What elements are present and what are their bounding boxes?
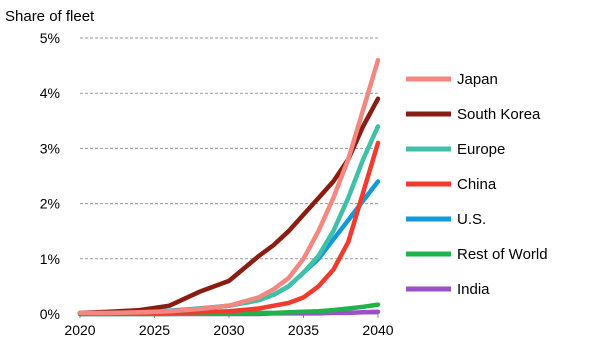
x-tick-label: 2020 xyxy=(64,322,95,338)
y-tick-label: 2% xyxy=(40,196,60,212)
chart-title: Share of fleet xyxy=(5,8,95,25)
legend-label-china: China xyxy=(457,176,497,193)
y-tick-label: 3% xyxy=(40,140,60,156)
legend-label-europe: Europe xyxy=(457,141,505,158)
y-tick-label: 1% xyxy=(40,251,60,267)
x-tick-label: 2040 xyxy=(362,322,393,338)
legend-label-japan: Japan xyxy=(457,71,498,88)
grid xyxy=(80,37,378,260)
y-tick-label: 4% xyxy=(40,85,60,101)
series-line-south-korea xyxy=(77,96,381,316)
series-line-europe xyxy=(77,124,381,316)
y-tick-label: 0% xyxy=(40,306,60,322)
legend-label-south-korea: South Korea xyxy=(457,106,541,123)
series-lines xyxy=(77,57,381,317)
x-tick-label: 2025 xyxy=(139,322,170,338)
legend: Japan South Korea Europe China U.S. Rest of W… xyxy=(406,71,548,298)
x-tick-label: 2035 xyxy=(288,322,319,338)
series-line-japan xyxy=(77,57,381,316)
legend-label-india: India xyxy=(457,281,490,298)
x-tick-label: 2030 xyxy=(213,322,244,338)
y-tick-label: 5% xyxy=(40,30,60,46)
legend-label-u-s-: U.S. xyxy=(457,211,486,228)
legend-label-rest-of-world: Rest of World xyxy=(457,246,548,263)
